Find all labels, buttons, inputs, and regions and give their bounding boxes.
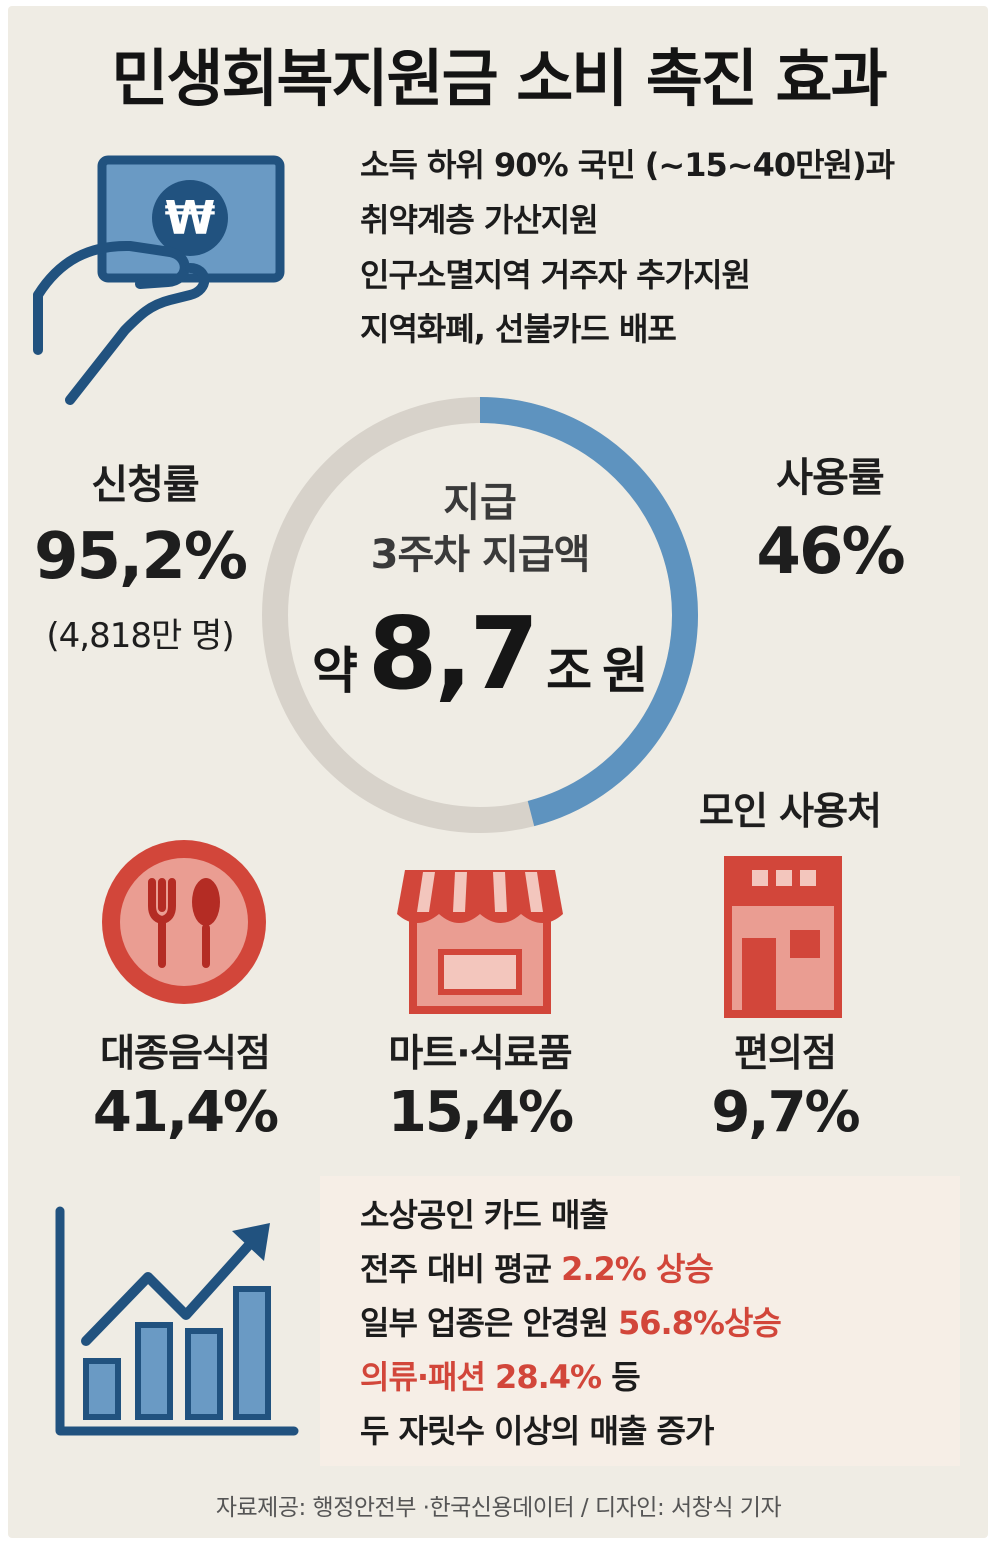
category-value-convenience: 9,7% bbox=[711, 1080, 860, 1145]
usage-rate-value: 46% bbox=[756, 515, 905, 589]
sales-line-5: 두 자릿수 이상의 매출 증가 bbox=[360, 1412, 714, 1450]
sales-line-1: 소상공인 카드 매출 bbox=[360, 1196, 609, 1234]
application-count: (4,818만 명) bbox=[46, 616, 234, 656]
sales-line-4-highlight: 의류·패션 28.4% bbox=[360, 1358, 602, 1396]
sales-line-4: 의류·패션 28.4% 등 bbox=[360, 1352, 641, 1398]
category-label-restaurant: 대종음식점 bbox=[100, 1031, 271, 1075]
growth-chart-icon bbox=[55, 1206, 299, 1436]
category-label-mart: 마트·식료품 bbox=[388, 1031, 572, 1075]
sales-line-2: 전주 대비 평균 2.2% 상승 bbox=[360, 1244, 714, 1290]
center-label-1: 지급 bbox=[443, 480, 517, 526]
info-line-3: 인구소멸지역 거주자 추가지원 bbox=[360, 256, 751, 294]
application-rate-value: 95,2% bbox=[33, 520, 248, 594]
won-symbol: ₩ bbox=[165, 191, 216, 245]
amount-value: 8,7 bbox=[367, 595, 539, 712]
convenience-store-icon bbox=[724, 856, 842, 1018]
info-line-4: 지역화폐, 선불카드 배포 bbox=[360, 310, 677, 348]
sales-line-2-highlight: 2.2% 상승 bbox=[561, 1250, 714, 1288]
sales-line-3-text: 일부 업종은 안경원 bbox=[360, 1304, 618, 1342]
category-value-restaurant: 41,4% bbox=[92, 1080, 279, 1145]
application-rate-label: 신청률 bbox=[91, 462, 199, 508]
hand-card-won-icon: ₩ bbox=[33, 155, 285, 405]
sales-box bbox=[320, 1176, 960, 1466]
info-line-2: 취약계층 가산지원 bbox=[360, 201, 599, 239]
credits-footer: 자료제공: 행정안전부 ·한국신용데이터 / 디자인: 서창식 기자 bbox=[215, 1495, 782, 1521]
places-heading: 모인 사용처 bbox=[698, 789, 882, 833]
info-line-1: 소득 하위 90% 국민 (~15~40만원)과 bbox=[360, 146, 895, 184]
sales-line-4-text: 등 bbox=[601, 1358, 640, 1396]
restaurant-fork-spoon-icon bbox=[102, 840, 266, 1004]
sales-line-3-highlight: 56.8%상승 bbox=[617, 1304, 782, 1342]
category-label-convenience: 편의점 bbox=[734, 1031, 837, 1075]
sales-line-2-text: 전주 대비 평균 bbox=[360, 1250, 562, 1288]
usage-ring bbox=[262, 397, 698, 833]
center-amount: 약 8,7 조 원 bbox=[290, 595, 670, 712]
storefront-icon bbox=[397, 870, 563, 1014]
ring-usage-arc bbox=[479, 397, 698, 827]
amount-unit-jo: 조 bbox=[546, 642, 593, 700]
category-value-mart: 15,4% bbox=[387, 1080, 574, 1145]
usage-rate-label: 사용률 bbox=[776, 455, 884, 501]
amount-unit-won: 원 bbox=[602, 642, 649, 700]
page-title: 민생회복지원금 소비 촉진 효과 bbox=[111, 42, 887, 115]
sales-line-3: 일부 업종은 안경원 56.8%상승 bbox=[360, 1298, 782, 1344]
amount-prefix: 약 bbox=[311, 642, 358, 700]
center-label-2: 3주차 지급액 bbox=[370, 532, 591, 578]
